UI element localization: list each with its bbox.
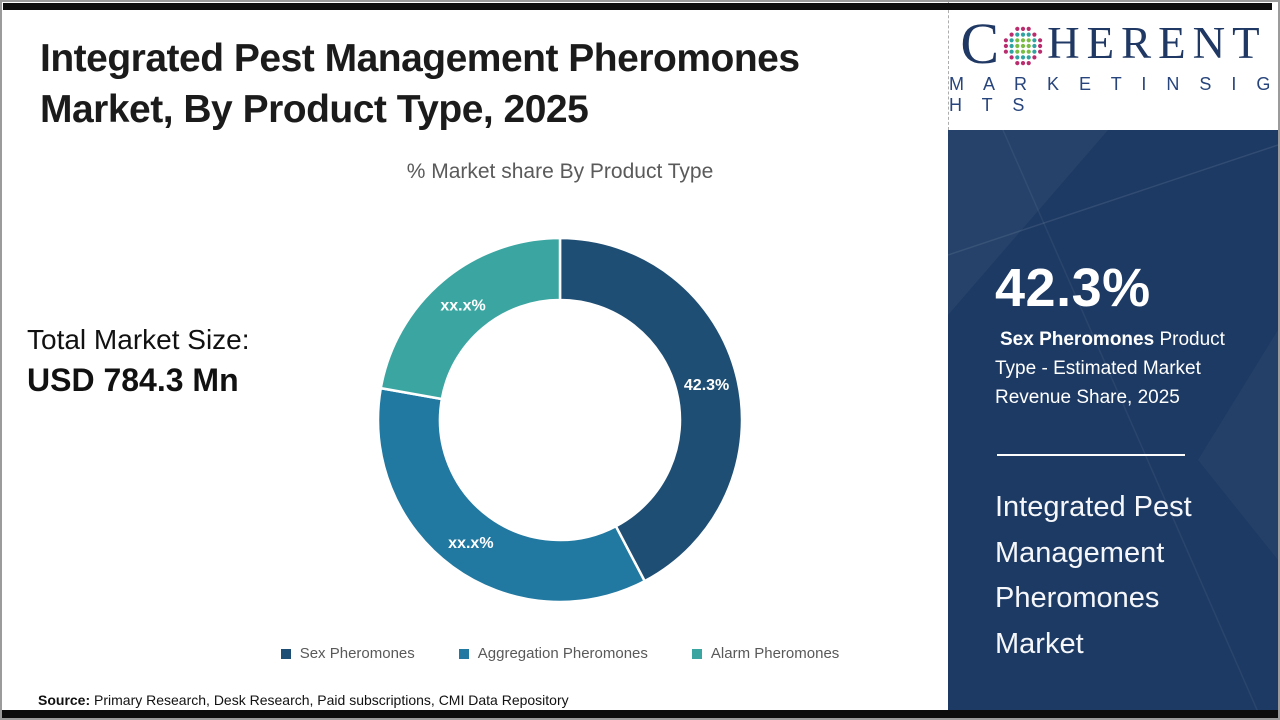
legend-item-aggregation-pheromones: Aggregation Pheromones: [458, 645, 648, 662]
stat-description-rest: Product Type - Estimated Market Revenue …: [995, 329, 1225, 408]
legend-item-sex-pheromones: Sex Pheromones: [280, 645, 415, 662]
donut-chart-svg: 42.3% xx.x% xx.x%: [376, 236, 744, 604]
legend-label: Aggregation Pheromones: [477, 645, 648, 662]
logo-market-insights: M A R K E T I N S I G H T S: [949, 73, 1278, 115]
legend-marker-icon: [691, 648, 702, 659]
total-market-size-label: Total Market Size:: [27, 324, 250, 355]
donut-slice-label: xx.x%: [440, 297, 485, 314]
world-map-texture: [948, 130, 1278, 712]
legend-marker-icon: [458, 648, 469, 659]
top-black-bar: [3, 3, 1272, 10]
right-sidebar: C HERENT M A R K E T I N S I G H T S 42.…: [948, 0, 1278, 720]
stat-highlight-value: 42.3%: [995, 258, 1151, 318]
coherent-logo-wordmark: C HERENT: [960, 10, 1267, 76]
donut-slice-aggregation-pheromones: [376, 386, 647, 604]
logo-letter-c: C: [960, 10, 1000, 76]
stat-description-segment: Sex Pheromones: [1000, 329, 1155, 350]
donut-slice-sex-pheromones: [558, 236, 744, 583]
sidebar-report-title: Integrated Pest Management Pheromones Ma…: [995, 491, 1192, 660]
total-market-size-value: USD 784.3 Mn: [27, 362, 239, 398]
donut-chart: 42.3% xx.x% xx.x%: [370, 230, 750, 610]
chart-legend: Sex Pheromones Aggregation Pheromones Al…: [180, 645, 940, 662]
chart-subtitle: % Market share By Product Type: [406, 160, 714, 183]
bottom-black-bar: [2, 710, 1278, 718]
source-text: Primary Research, Desk Research, Paid su…: [90, 692, 569, 708]
legend-label: Alarm Pheromones: [710, 645, 840, 662]
source-note: Source: Primary Research, Desk Research,…: [38, 692, 569, 708]
page-title-line2: Market, By Product Type, 2025: [40, 88, 589, 131]
page-title-line1: Integrated Pest Management Pheromones: [40, 37, 800, 80]
stat-description: Sex Pheromones Product Type - Estimated …: [995, 325, 1253, 412]
logo-letters-herent: HERENT: [1047, 18, 1267, 68]
coherent-globe-icon: [1003, 26, 1043, 65]
page-title: Integrated Pest Management Pheromones Ma…: [40, 33, 800, 135]
donut-slice-label: xx.x%: [448, 535, 493, 552]
legend-marker-icon: [280, 648, 291, 659]
sidebar-panel: 42.3% Sex Pheromones Product Type - Esti…: [948, 130, 1278, 712]
sidebar-divider: [997, 454, 1185, 456]
legend-label: Sex Pheromones: [299, 645, 415, 662]
donut-slice-alarm-pheromones: [379, 236, 562, 401]
coherent-logo: C HERENT M A R K E T I N S I G H T S: [948, 0, 1278, 130]
chart-canvas: Integrated Pest Management Pheromones Ma…: [27, 33, 940, 708]
total-market-size: Total Market Size: USD 784.3 Mn: [27, 324, 250, 399]
legend-item-alarm-pheromones: Alarm Pheromones: [691, 645, 840, 662]
source-label: Source:: [38, 692, 91, 708]
donut-slice-label: 42.3%: [684, 377, 729, 394]
